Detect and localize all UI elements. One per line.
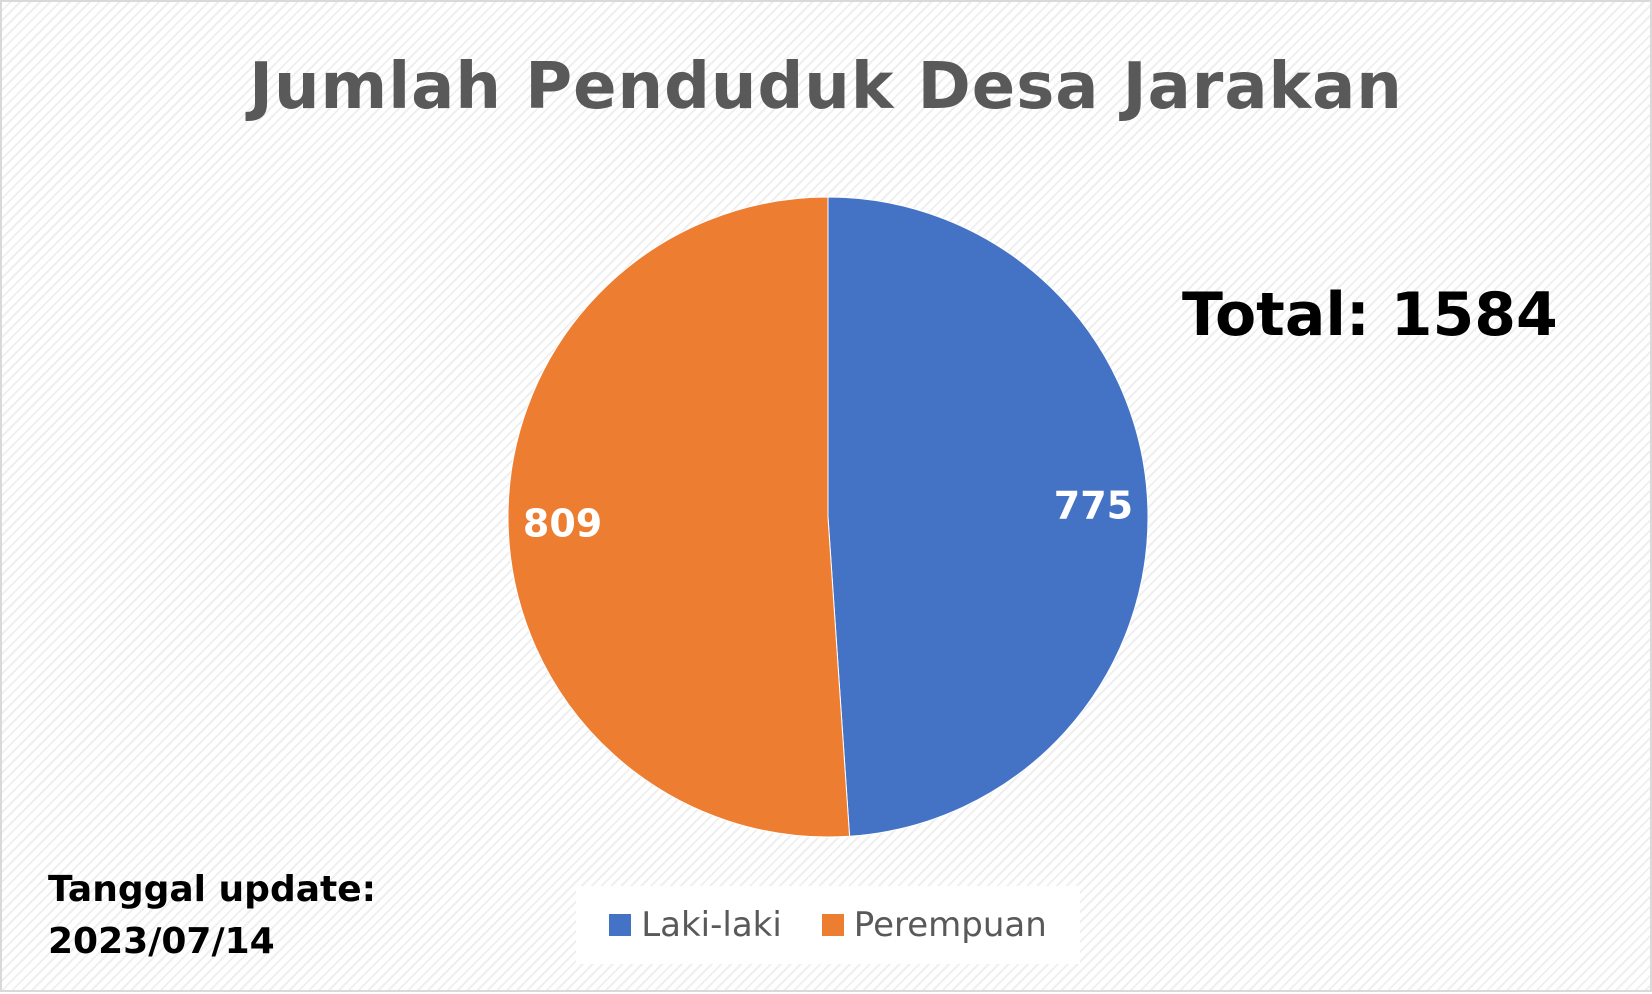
update-note: Tanggal update: 2023/07/14	[48, 864, 376, 968]
total-annotation: Total: 1584	[1182, 280, 1558, 350]
legend: Laki-laki Perempuan	[576, 886, 1080, 964]
pie-slice-perempuan	[507, 196, 851, 838]
update-label: Tanggal update:	[48, 869, 377, 910]
chart-title: Jumlah Penduduk Desa Jarakan	[249, 50, 1403, 124]
legend-item-laki-laki: Laki-laki	[609, 905, 782, 945]
legend-item-perempuan: Perempuan	[821, 905, 1047, 945]
legend-label-perempuan: Perempuan	[853, 905, 1047, 945]
legend-label-laki-laki: Laki-laki	[641, 905, 782, 945]
legend-swatch-perempuan	[821, 914, 844, 936]
legend-swatch-laki-laki	[609, 914, 632, 936]
update-date: 2023/07/14	[48, 921, 275, 962]
pie-slice-laki-laki	[827, 196, 1149, 837]
data-label-laki-laki: 775	[1054, 484, 1133, 528]
data-label-perempuan: 809	[523, 501, 602, 545]
